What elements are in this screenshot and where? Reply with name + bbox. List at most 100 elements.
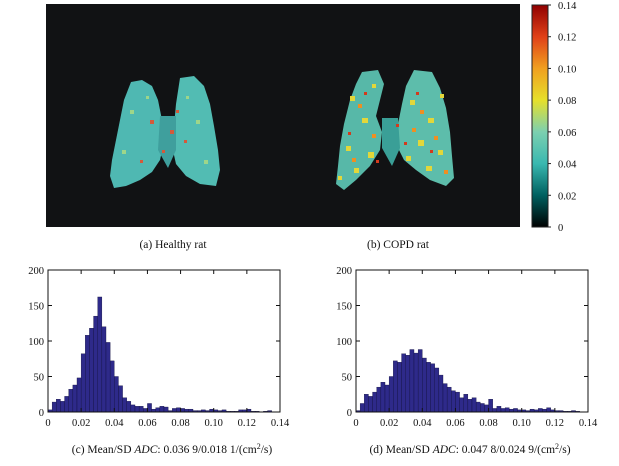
histogram-bar — [80, 353, 86, 413]
y-tick-label: 50 — [342, 373, 353, 384]
x-tick-label: 0.08 — [171, 418, 189, 429]
histogram-bar — [163, 406, 169, 413]
y-tick-label: 200 — [28, 266, 44, 277]
x-tick-label: 0.04 — [105, 418, 124, 429]
histogram-bar — [446, 386, 452, 413]
healthy-rat-lung-map — [110, 76, 220, 188]
y-tick-label: 0 — [347, 408, 352, 419]
histogram-bar — [422, 357, 427, 413]
histogram-bar — [109, 360, 115, 413]
colorbar-tick-label: 0.14 — [558, 1, 577, 12]
histogram-bar — [401, 353, 406, 413]
histogram-bar — [172, 408, 177, 413]
histogram-bar — [475, 401, 481, 413]
copd-orange-spots — [352, 104, 448, 174]
y-tick-label: 150 — [336, 302, 352, 313]
copd-trachea — [382, 118, 400, 166]
colorbar-tick-label: 0.08 — [558, 96, 576, 107]
histogram-bar — [504, 407, 510, 413]
histogram-bar — [101, 326, 107, 413]
x-tick-label: 0.10 — [205, 418, 223, 429]
x-tick-label: 0.12 — [546, 418, 564, 429]
histogram-bar — [463, 394, 469, 413]
histogram-bar — [546, 407, 551, 413]
caption-histogram-copd: (d) Mean/SD ADC: 0.047 8/0.024 9/(cm2/s) — [369, 442, 570, 456]
y-tick-label: 0 — [39, 408, 44, 419]
adc-map-background — [46, 4, 520, 227]
caption-histogram-healthy: (c) Mean/SD ADC: 0.036 9/0.018 1/(cm2/s) — [72, 442, 273, 456]
histogram-bar — [513, 408, 518, 413]
copd-red-spots — [348, 92, 433, 163]
histogram-bar — [538, 408, 543, 413]
histogram-bar — [134, 406, 140, 413]
histogram-bar — [405, 355, 411, 413]
y-tick-label: 150 — [28, 302, 44, 313]
histogram-bar — [359, 403, 365, 413]
histogram-bar — [72, 384, 78, 413]
histogram-bar — [500, 408, 506, 413]
x-tick-label: 0.06 — [138, 418, 156, 429]
histogram-bar — [85, 335, 90, 413]
healthy-hot-spots — [140, 110, 187, 163]
histogram-bar — [147, 403, 152, 413]
histogram-bar — [56, 399, 61, 413]
colorbar: 0.14 0.12 0.10 0.08 0.06 0.04 0.02 0 — [531, 1, 577, 234]
colorbar-ticks: 0.14 0.12 0.10 0.08 0.06 0.04 0.02 0 — [548, 1, 577, 234]
histogram-bar — [176, 407, 181, 413]
histogram-bar — [372, 391, 377, 413]
colorbar-border — [531, 4, 549, 228]
colorbar-tick-label: 0.02 — [558, 191, 576, 202]
histogram-bar — [122, 397, 127, 413]
colorbar-tick-label: 0 — [558, 223, 563, 234]
histogram-bar — [114, 376, 119, 413]
histogram-bar — [51, 401, 57, 413]
histogram-bar — [97, 296, 103, 413]
healthy-right-lung — [172, 76, 220, 186]
y-tick-label: 100 — [28, 337, 44, 348]
histogram-bar — [155, 407, 161, 413]
histogram-bar — [159, 406, 165, 413]
histogram-bar — [409, 349, 415, 413]
histogram-copd: 0 0.02 0.04 0.06 0.08 0.10 0.12 0.14 0 50 100 150 20… — [336, 266, 598, 429]
histogram-bar — [467, 399, 473, 413]
histogram-bar — [364, 394, 369, 413]
healthy-left-lung — [110, 80, 164, 188]
histogram-bar — [118, 385, 123, 413]
x-tick-label: 0 — [45, 418, 50, 429]
histogram-bar — [130, 404, 136, 413]
histogram-bar — [438, 374, 444, 413]
histogram-healthy: 0 0.02 0.04 0.06 0.08 0.10 0.12 0.14 0 50 100 150 20… — [28, 266, 290, 429]
histogram-bar — [451, 390, 456, 413]
histogram-bar — [138, 406, 144, 413]
histogram-bar — [126, 401, 132, 413]
y-tick-label: 100 — [336, 337, 352, 348]
histogram-bar — [430, 363, 435, 413]
y-tick-label: 50 — [34, 373, 45, 384]
caption-healthy-rat: (a) Healthy rat — [139, 239, 207, 251]
colorbar-tick-label: 0.06 — [558, 128, 576, 139]
x-tick-label: 0.02 — [380, 418, 398, 429]
adc-map-panel — [46, 4, 520, 227]
colorbar-tick-label: 0.04 — [558, 160, 577, 171]
histogram-bar — [442, 383, 448, 413]
histogram-bar — [380, 382, 386, 413]
histogram-bar — [143, 408, 148, 413]
x-tick-label: 0 — [353, 418, 358, 429]
caption-copd-rat: (b) COPD rat — [367, 239, 430, 251]
histogram-bar — [397, 362, 402, 413]
histogram-bar — [488, 399, 493, 413]
histogram-bar — [393, 360, 398, 413]
x-tick-label: 0.02 — [72, 418, 90, 429]
histogram-bar — [105, 342, 111, 413]
healthy-trachea — [158, 116, 176, 168]
histogram-bar — [93, 315, 98, 413]
histogram-bar — [384, 384, 390, 413]
histogram-bar — [471, 397, 477, 413]
histogram-bar — [89, 328, 94, 413]
histogram-bar — [76, 377, 82, 413]
histogram-bar — [455, 391, 460, 413]
histogram-bar — [376, 386, 382, 413]
x-tick-label: 0.06 — [446, 418, 464, 429]
histogram-bar — [68, 389, 74, 413]
histogram-bar — [413, 352, 419, 413]
